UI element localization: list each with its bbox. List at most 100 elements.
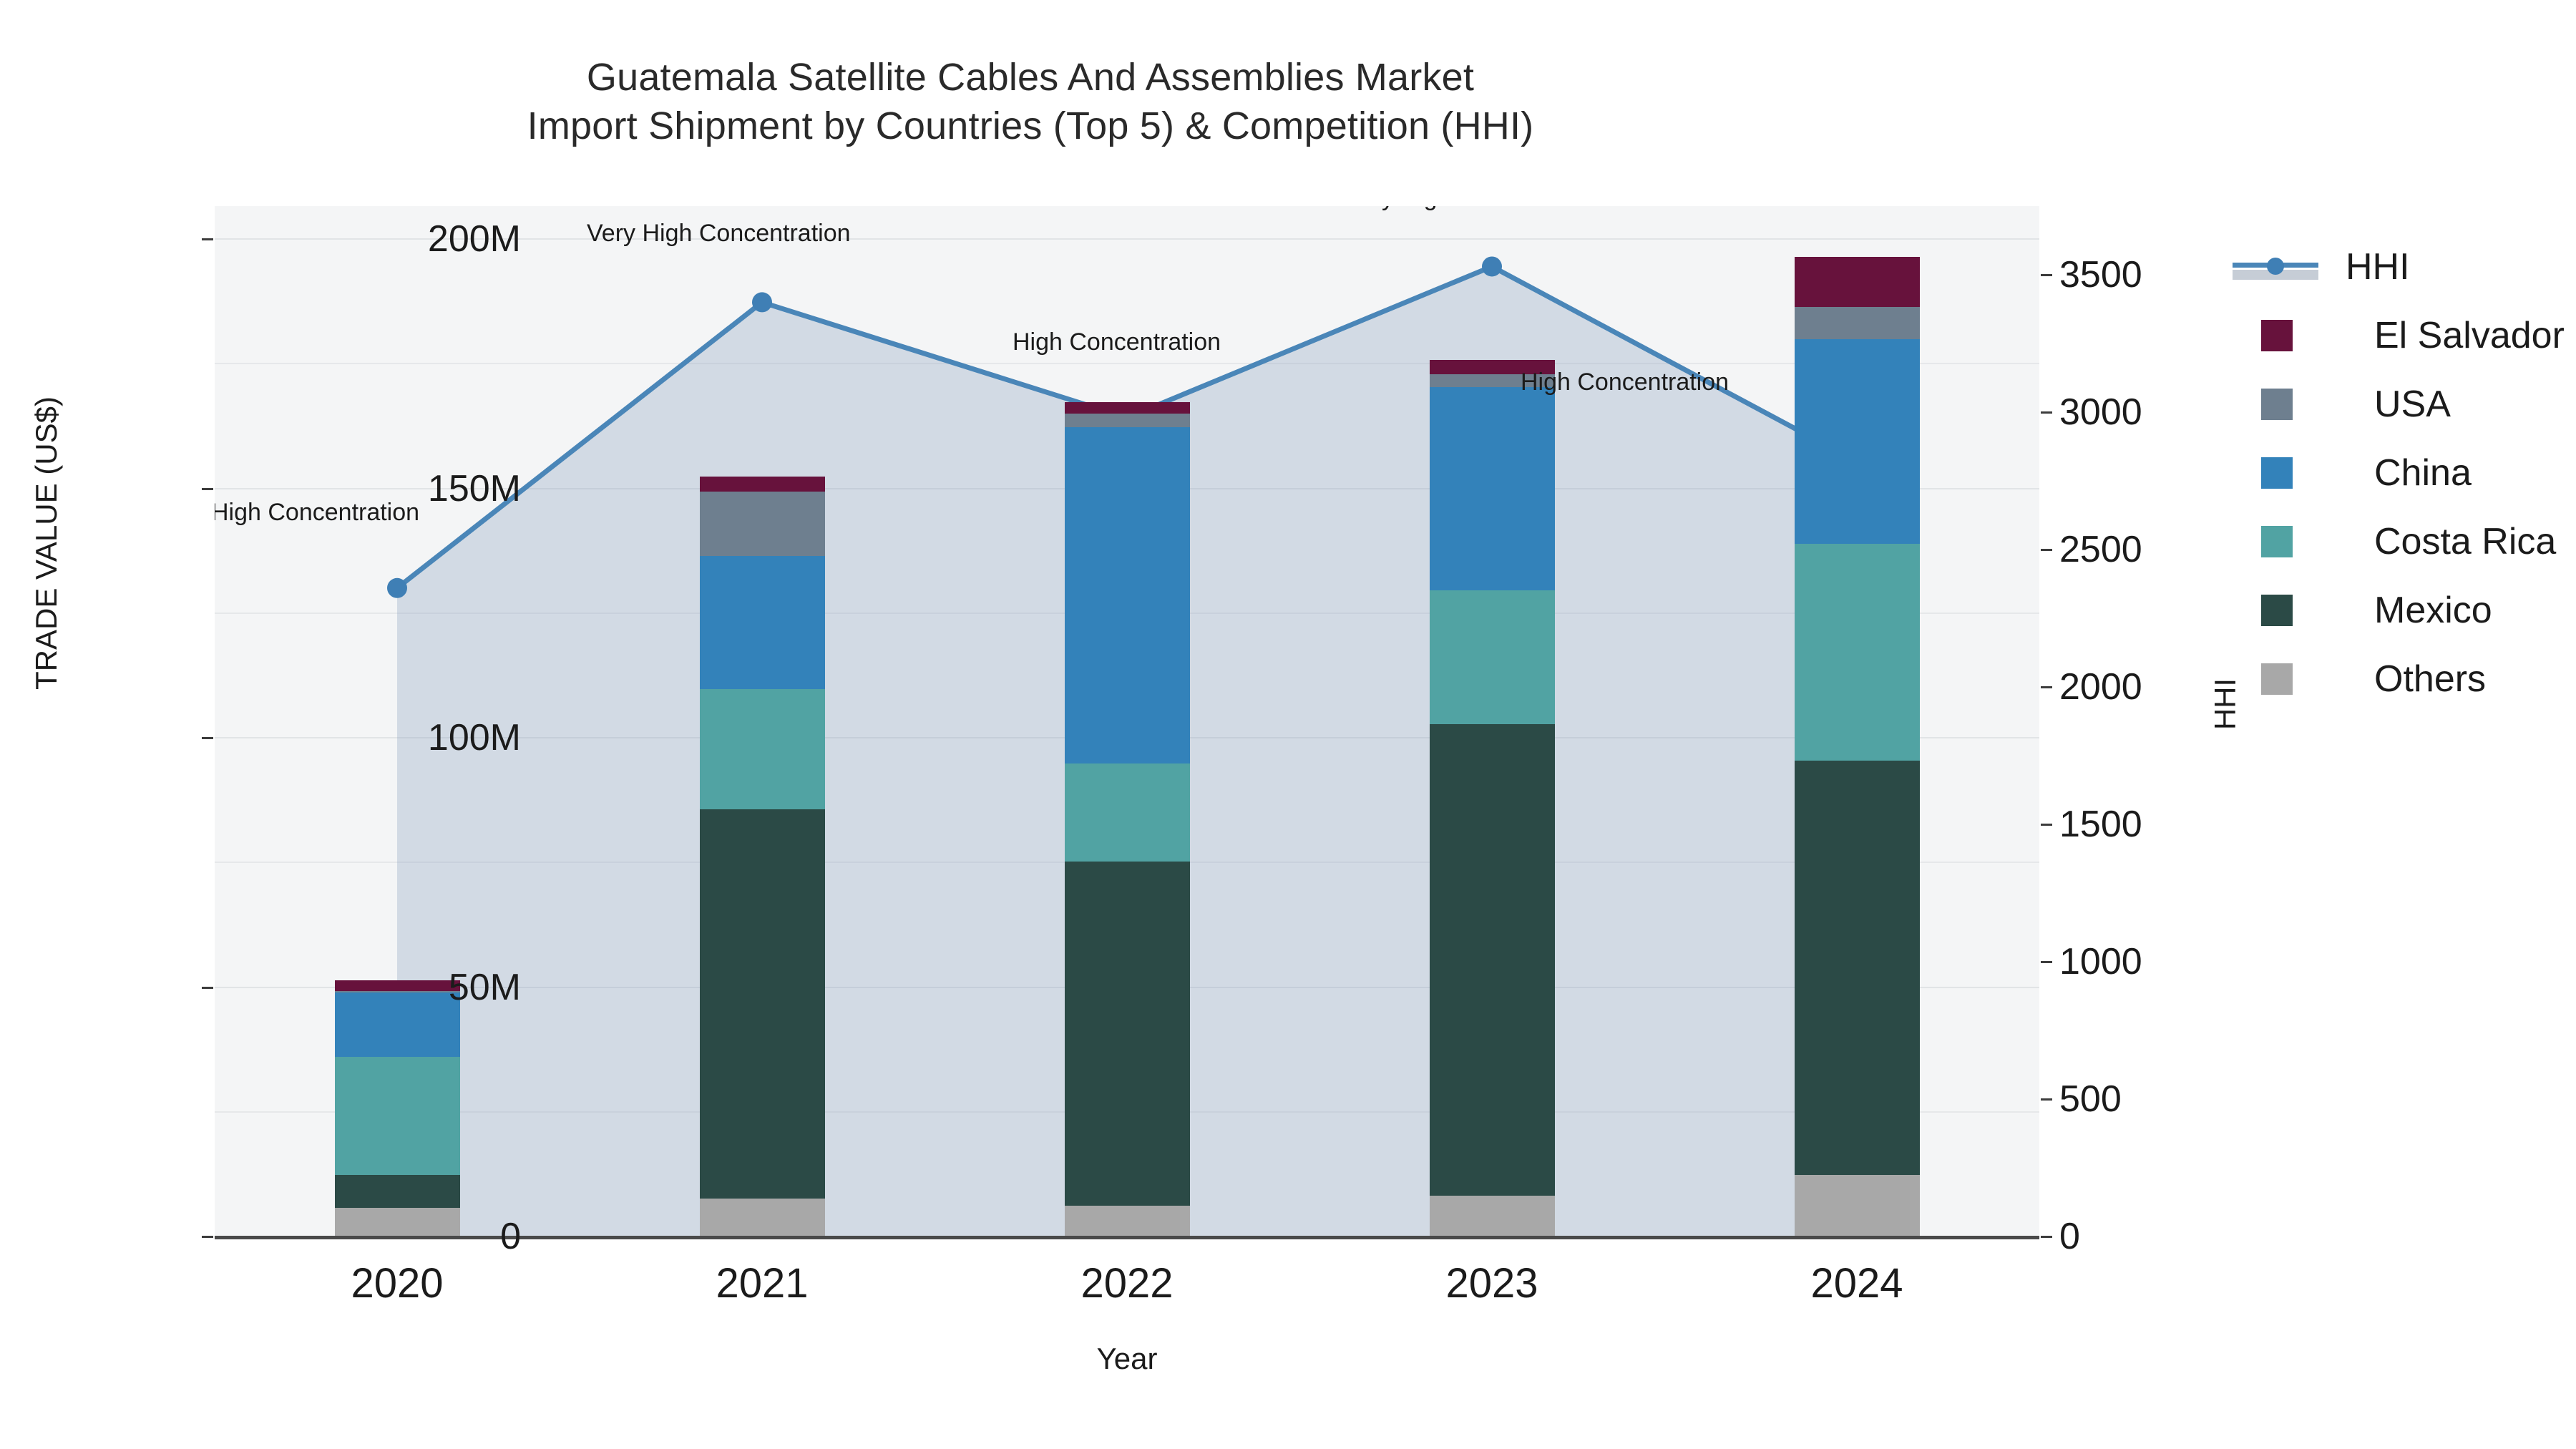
gridline (215, 238, 2039, 240)
concentration-annotation: High Concentration (1521, 369, 1729, 396)
y-right-tick-mark (2041, 686, 2052, 688)
bar-segment-el-salvador[interactable] (1794, 257, 1920, 307)
legend-item-costa-rica[interactable]: Costa Rica (2233, 507, 2565, 576)
y-left-tick-label: 150M (427, 467, 521, 509)
bar-segment-usa[interactable] (699, 491, 825, 556)
y-left-tick-mark (202, 737, 213, 739)
bar-segment-china[interactable] (699, 555, 825, 690)
y-left-tick-label: 100M (427, 717, 521, 758)
legend-item-el-salvador[interactable]: El Salvador (2233, 301, 2565, 370)
y-left-tick-label: 200M (427, 218, 521, 260)
legend-label: USA (2374, 384, 2451, 425)
legend-line-icon (2233, 251, 2318, 283)
legend-swatch-icon (2261, 595, 2293, 626)
bar-segment-china[interactable] (334, 992, 460, 1058)
bar-segment-china[interactable] (1064, 426, 1190, 763)
y-left-tick-label: 0 (500, 1216, 521, 1257)
y-right-tick-label: 1500 (2059, 804, 2142, 845)
y-left-tick-mark (202, 238, 213, 240)
bar-segment-mexico[interactable] (699, 809, 825, 1199)
bar-segment-others[interactable] (1794, 1174, 1920, 1236)
hhi-point[interactable]: 2020: 2360 (387, 577, 407, 598)
legend-item-others[interactable]: Others (2233, 645, 2565, 713)
y-right-tick-label: 0 (2059, 1216, 2080, 1257)
legend-swatch-icon (2261, 389, 2293, 420)
legend-label: China (2374, 452, 2472, 494)
y-left-tick-label: 50M (448, 966, 521, 1008)
bar-segment-el-salvador[interactable] (699, 477, 825, 492)
bar-segment-costa-rica[interactable] (334, 1057, 460, 1175)
legend-swatch-icon (2261, 320, 2293, 351)
legend-item-usa[interactable]: USA (2233, 370, 2565, 439)
x-axis-label: Year (1096, 1342, 1158, 1375)
bar-segment-el-salvador[interactable] (1429, 359, 1555, 374)
bar-segment-others[interactable] (1064, 1205, 1190, 1236)
x-tick-label-2021: 2021 (716, 1260, 809, 1307)
y-right-tick-label: 3000 (2059, 391, 2142, 433)
legend-label: HHI (2346, 246, 2410, 288)
bar-segment-costa-rica[interactable] (1064, 763, 1190, 862)
y-left-tick-mark (202, 986, 213, 989)
y-right-tick-label: 2500 (2059, 529, 2142, 570)
legend-swatch-icon (2261, 663, 2293, 695)
legend-item-mexico[interactable]: Mexico (2233, 576, 2565, 645)
concentration-annotation: High Concentration (215, 498, 420, 526)
bar-segment-china[interactable] (1794, 339, 1920, 544)
bar-segment-usa[interactable] (1429, 374, 1555, 388)
y-left-tick-mark (202, 487, 213, 490)
legend-item-china[interactable]: China (2233, 439, 2565, 507)
bar-segment-mexico[interactable] (1794, 761, 1920, 1175)
legend-label: Mexico (2374, 590, 2492, 631)
bar-segment-others[interactable] (334, 1207, 460, 1236)
y-right-tick-label: 1000 (2059, 941, 2142, 982)
legend-label: El Salvador (2374, 315, 2565, 356)
x-axis-line (215, 1236, 2039, 1239)
bar-segment-costa-rica[interactable] (1429, 590, 1555, 725)
legend-item-hhi[interactable]: HHI (2233, 233, 2565, 301)
bar-segment-mexico[interactable] (334, 1174, 460, 1208)
y-right-tick-mark (2041, 1236, 2052, 1238)
bar-segment-costa-rica[interactable] (699, 689, 825, 810)
x-tick-label-2024: 2024 (1810, 1260, 1903, 1307)
chart-title: Guatemala Satellite Cables And Assemblie… (0, 54, 2061, 150)
bar-segment-usa[interactable] (1794, 306, 1920, 340)
gridline (215, 363, 2039, 365)
x-tick-label-2023: 2023 (1445, 1260, 1538, 1307)
chart-title-line1: Guatemala Satellite Cables And Assemblie… (586, 56, 1475, 99)
bar-segment-el-salvador[interactable] (334, 980, 460, 992)
concentration-annotation: Very High Concentration (587, 220, 851, 248)
bar-segment-costa-rica[interactable] (1794, 543, 1920, 761)
x-tick-label-2020: 2020 (351, 1260, 444, 1307)
hhi-point[interactable]: 2021: 3400 (752, 292, 772, 313)
bar-segment-others[interactable] (1429, 1195, 1555, 1236)
legend-swatch-icon (2261, 526, 2293, 557)
y-right-tick-label: 2000 (2059, 666, 2142, 708)
bar-segment-others[interactable] (699, 1199, 825, 1236)
concentration-annotation: Very High Concentration (1345, 206, 1609, 212)
bar-segment-usa[interactable] (1064, 413, 1190, 427)
bar-segment-china[interactable] (1429, 387, 1555, 590)
hhi-point[interactable]: 2023: 3530 (1482, 256, 1502, 277)
legend: HHI El Salvador USA China Costa Rica Mexico Ot… (2233, 233, 2565, 713)
y-right-tick-label: 500 (2059, 1078, 2122, 1120)
bar-segment-usa[interactable] (334, 991, 460, 993)
y-left-axis-label: TRADE VALUE (US$) (29, 396, 63, 690)
bar-segment-mexico[interactable] (1064, 861, 1190, 1206)
legend-label: Others (2374, 658, 2487, 700)
y-left-tick-mark (202, 1236, 213, 1238)
legend-label: Costa Rica (2374, 521, 2557, 562)
bar-segment-mexico[interactable] (1429, 724, 1555, 1196)
legend-swatch-icon (2261, 457, 2293, 489)
x-tick-label-2022: 2022 (1080, 1260, 1174, 1307)
y-right-tick-mark (2041, 411, 2052, 414)
y-right-tick-mark (2041, 1098, 2052, 1101)
y-right-tick-mark (2041, 961, 2052, 963)
chart-title-line2: Import Shipment by Countries (Top 5) & C… (527, 104, 1534, 147)
y-right-tick-label: 3500 (2059, 254, 2142, 296)
plot-area: 2020: 23602021: 34002022: 29802023: 3530… (215, 206, 2039, 1236)
y-right-tick-mark (2041, 549, 2052, 551)
concentration-annotation: High Concentration (1013, 328, 1221, 356)
y-right-tick-mark (2041, 824, 2052, 826)
bar-segment-el-salvador[interactable] (1064, 401, 1190, 414)
